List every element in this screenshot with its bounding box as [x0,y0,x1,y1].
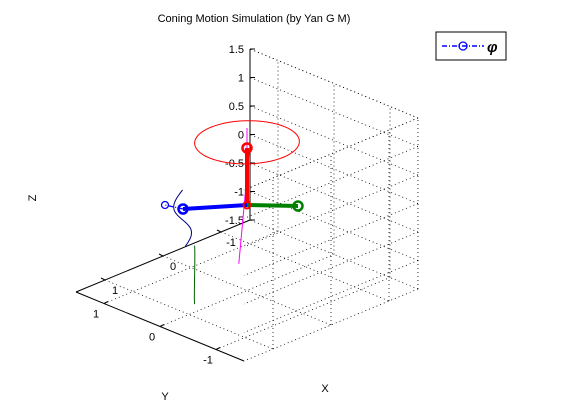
z-tick-label: 0 [238,130,244,142]
wall-x-grid-horz [249,77,419,147]
y-tick-label: -1 [203,355,213,367]
x-tick-label: -1 [226,237,236,249]
wall-y-grid-horz [243,174,419,248]
y-tip-marker [177,203,189,215]
z-tick-label: -1.5 [225,215,244,227]
legend-marker [458,41,468,51]
wall-y-grid-horz [243,260,419,333]
x-axis-label: X [321,383,329,395]
floor-grid-y [103,231,279,304]
tick-labels: -1 -1 0 0 1 1 1.5 1 0.5 0 -0.5 -1 -1.5 [93,44,244,367]
plot-area [160,120,304,305]
y-tick-label: 0 [149,332,155,344]
z-tick-label: 1.5 [229,44,244,56]
legend-label-phi: φ [487,39,498,56]
phi-dashed-line [164,204,184,210]
floor-grid-y [159,254,335,327]
phi-marker [160,200,170,210]
wall-y-grid-horz [243,231,419,305]
chart-title: Coning Motion Simulation (by Yan G M) [158,13,351,25]
z-tick-label: 0.5 [229,101,244,113]
z-tick-label: -0.5 [225,158,244,170]
x-tick-label: 1 [112,285,118,297]
x-tick [100,277,106,281]
floor-grid-y [215,277,391,350]
legend[interactable]: φ [435,31,507,61]
legend-box [435,31,507,61]
y-tick [159,324,165,327]
y-tip-trace [173,189,193,247]
x-tip-marker [292,200,304,212]
x-body-axis [246,203,299,208]
z-axis-label: Z [27,194,39,201]
z-tick-label: -1 [234,187,244,199]
x-tick [158,253,164,257]
wall-y-grid-horz [243,288,419,362]
wall-y-grid-horz [243,203,419,276]
y-body-axis [182,203,248,211]
z-tip-marker [241,142,253,154]
y-tick [215,347,221,350]
wall-x-grid-horz [249,105,419,176]
coning-circle [194,120,300,165]
y-tick [103,301,109,304]
y-tick-label: 1 [93,309,99,321]
top-edge [243,117,419,191]
z-tick-label: 1 [238,73,244,85]
y-axis-label: Y [161,391,169,403]
wall-x-grid-horz [249,134,419,204]
floor-grid-x [162,255,332,326]
x-tick [216,229,222,233]
axes-grid [75,48,419,362]
x-tick-label: 0 [170,261,176,273]
wall-y-grid-horz [243,146,419,219]
origin-marker [242,200,252,210]
